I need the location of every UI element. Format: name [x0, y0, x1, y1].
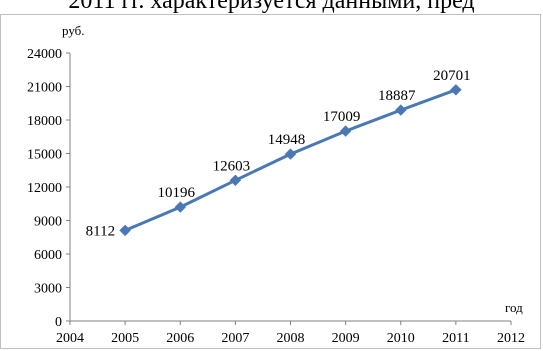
y-tick-label: 0: [55, 315, 62, 330]
data-point-marker: [395, 104, 407, 116]
data-point-marker: [229, 174, 242, 187]
x-tick-label: 2009: [332, 331, 360, 346]
x-tick-label: 2008: [277, 331, 305, 346]
y-tick-label: 15000: [27, 148, 62, 163]
chart-frame: [0, 14, 541, 349]
y-axis-unit-label: руб.: [62, 23, 85, 38]
y-tick-label: 24000: [27, 47, 62, 62]
data-label: 12603: [213, 158, 251, 174]
x-tick-label: 2004: [56, 331, 84, 346]
data-label: 18887: [378, 88, 416, 104]
data-point-marker: [284, 148, 297, 160]
x-axis-unit-label: год: [505, 300, 523, 315]
data-label: 10196: [158, 185, 196, 201]
y-tick-label: 6000: [34, 248, 62, 263]
data-label: 17009: [323, 109, 361, 125]
data-label: 20701: [433, 68, 471, 84]
y-tick-label: 12000: [27, 181, 62, 196]
data-label: 14948: [268, 132, 306, 148]
x-tick-label: 2010: [387, 331, 415, 346]
y-tick-label: 18000: [27, 114, 62, 129]
x-tick-label: 2006: [166, 331, 194, 346]
data-point-marker: [119, 224, 131, 237]
data-point-marker: [450, 84, 462, 96]
y-tick-label: 3000: [34, 282, 62, 297]
data-label: 8112: [86, 223, 115, 239]
x-tick-label: 2005: [111, 331, 139, 346]
y-tick-label: 21000: [27, 81, 62, 96]
background-document-text: 2011 гг. характеризуется данными, пред: [68, 0, 475, 13]
data-point-marker: [339, 125, 352, 137]
x-tick-label: 2007: [221, 331, 249, 346]
data-point-marker: [174, 201, 187, 213]
x-tick-label: 2011: [442, 331, 469, 346]
y-tick-label: 9000: [34, 215, 62, 230]
series-line: [124, 88, 457, 232]
x-tick-label: 2012: [497, 331, 525, 346]
axes: 0 3000 6000 9000 12000 15000 18000 21000 24000 20…: [27, 47, 525, 346]
series-group: 8112 10196 12603 14948 17009 18887 20701: [86, 68, 471, 240]
